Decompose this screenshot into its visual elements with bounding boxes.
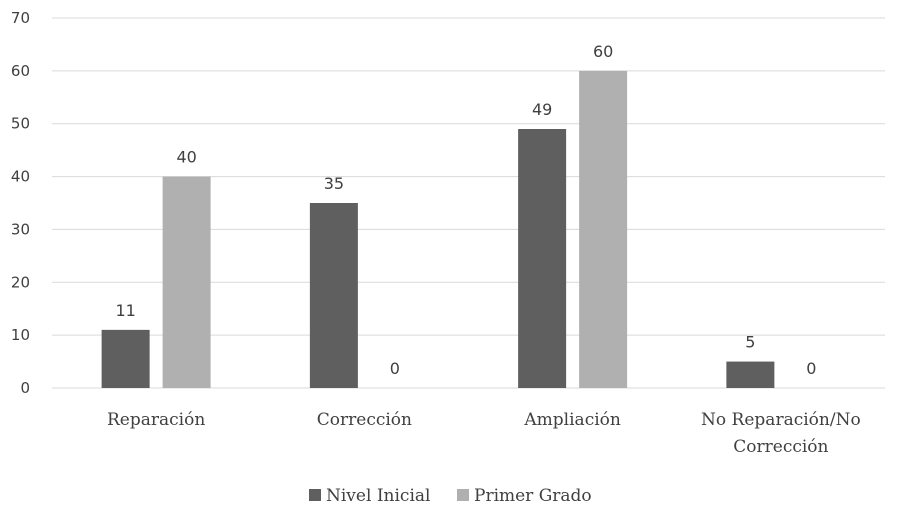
y-tick-label: 40: [11, 168, 30, 186]
bar-nivel-inicial: [518, 129, 567, 388]
x-category-label: Reparación: [107, 410, 205, 430]
y-tick-label: 70: [11, 9, 30, 27]
y-tick-label: 60: [11, 62, 30, 80]
data-label: 0: [806, 359, 816, 378]
legend-label: Nivel Inicial: [326, 486, 430, 506]
x-category-label: Corrección: [317, 410, 412, 430]
x-axis: Reparación Corrección Ampliación No Reparac…: [107, 410, 861, 457]
x-category-label: Corrección: [733, 437, 828, 457]
x-category-label: Ampliación: [523, 410, 620, 430]
x-category-label: No Reparación/No: [701, 410, 861, 430]
y-tick-label: 30: [11, 220, 30, 238]
legend: Nivel Inicial Primer Grado: [309, 486, 592, 506]
data-label: 5: [745, 333, 755, 352]
data-label: 0: [390, 359, 400, 378]
legend-swatch: [457, 489, 469, 501]
y-axis: 0 10 20 30 40 50 60 70: [11, 9, 30, 397]
data-label: 11: [115, 301, 135, 320]
data-labels: 11 40 35 0 49 60 5 0: [115, 42, 816, 378]
legend-swatch: [309, 489, 321, 501]
data-label: 60: [593, 42, 613, 61]
y-tick-label: 0: [20, 379, 30, 397]
data-label: 40: [176, 148, 196, 167]
bar-primer-grado: [162, 176, 211, 388]
y-tick-label: 50: [11, 115, 30, 133]
bar-nivel-inicial: [726, 361, 775, 388]
data-label: 35: [324, 174, 344, 193]
y-tick-label: 20: [11, 273, 30, 291]
bar-primer-grado: [579, 70, 628, 388]
legend-label: Primer Grado: [474, 486, 592, 506]
bar-nivel-inicial: [101, 329, 150, 388]
bar-nivel-inicial: [309, 203, 358, 388]
data-label: 49: [532, 100, 552, 119]
bars: [101, 70, 775, 388]
y-tick-label: 10: [11, 326, 30, 344]
